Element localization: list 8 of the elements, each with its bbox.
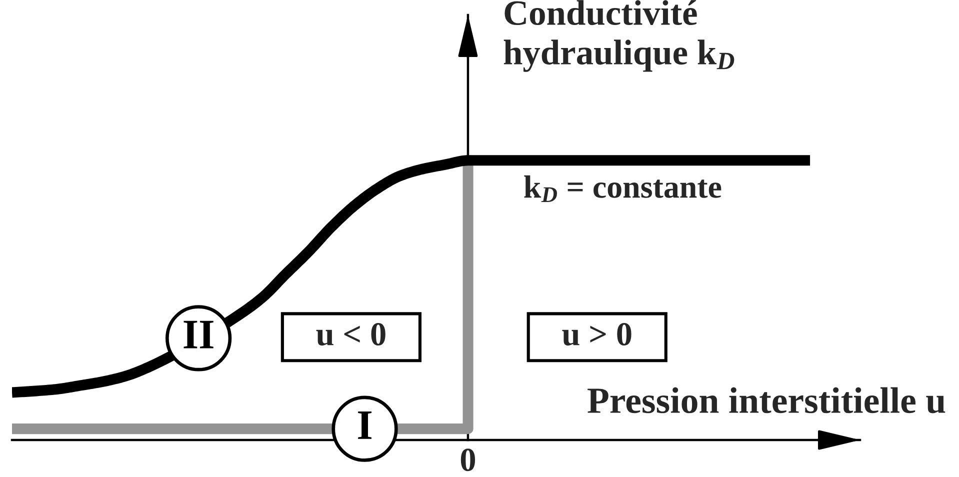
annotation: u > 0	[562, 323, 632, 346]
y-axis-title: Conductivité hydraulique k$_{D}$	[504, 0, 734, 72]
legend-label: II	[184, 320, 214, 348]
x-axis-title: Pression interstitielle u	[588, 387, 946, 414]
annotation: k$_{D}$ = constante	[524, 175, 722, 202]
text: 0	[460, 448, 476, 472]
series-label: I	[358, 412, 372, 439]
annotation: u < 0	[316, 323, 386, 346]
